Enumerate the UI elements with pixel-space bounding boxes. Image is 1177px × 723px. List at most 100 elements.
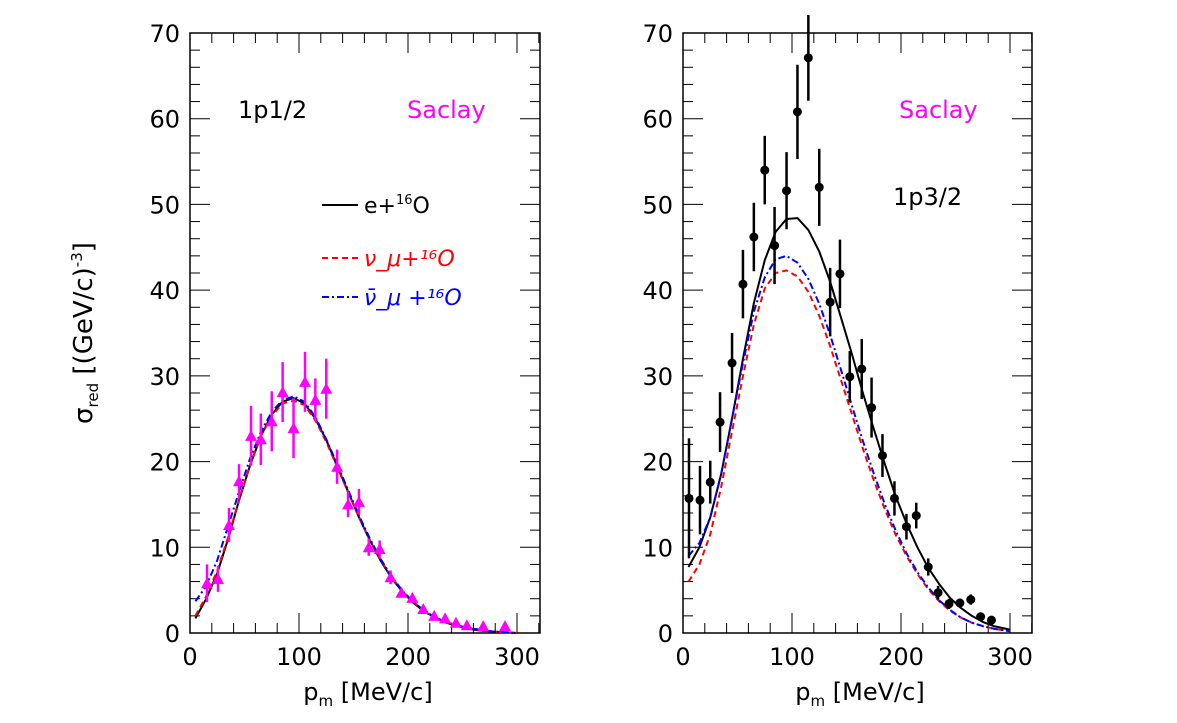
data-point-triangle	[477, 620, 490, 632]
data-point-circle	[976, 612, 986, 622]
curve-dashdot	[687, 254, 1011, 633]
data-point-circle	[857, 364, 867, 374]
y-tick-label: 30	[642, 363, 673, 391]
data-point-triangle	[499, 620, 512, 632]
data-point-circle	[803, 53, 813, 63]
data-point-triangle	[384, 571, 397, 583]
data-point-triangle	[212, 573, 225, 584]
y-tick-label: 40	[149, 277, 180, 305]
data-point-circle	[727, 358, 737, 368]
data-point-circle	[715, 417, 725, 427]
legend-label-numubar: ν̄_μ +¹⁶O	[364, 286, 462, 311]
data-point-triangle	[331, 460, 344, 472]
data-point-triangle	[342, 498, 355, 510]
legend-label-numu: ν_μ+¹⁶O	[364, 247, 455, 272]
plot-frame	[682, 32, 1033, 634]
x-tick-label: 300	[987, 643, 1033, 671]
source-label-left: Saclay	[407, 96, 486, 124]
legend: e+16O ν_μ+¹⁶O ν̄_μ +¹⁶O	[322, 193, 462, 311]
source-label-right: Saclay	[899, 96, 978, 124]
y-axis-label: σred [(GeV/c)-3]	[68, 242, 102, 424]
data-point-circle	[825, 297, 835, 307]
data-point-triangle	[428, 609, 441, 621]
data-point-triangle	[460, 619, 473, 631]
y-tick-label: 20	[642, 449, 673, 477]
data-point-circle	[738, 279, 748, 289]
data-point-circle	[877, 451, 887, 461]
panel-label-right: 1p3/2	[893, 183, 962, 211]
data-point-circle	[923, 562, 933, 572]
data-point-circle	[986, 615, 996, 625]
panel-label-left: 1p1/2	[238, 96, 307, 124]
panel-1p3-2: 0 10 20 30 40 50 60 70 0 100 200 300	[642, 15, 1033, 671]
data-point-triangle	[245, 429, 258, 441]
curve-dashed	[687, 269, 1011, 633]
data-point-circle	[845, 372, 855, 382]
x-tick-label: 100	[769, 643, 815, 671]
x-axis-label-left: pm [MeV/c]	[303, 678, 432, 710]
data-point-triangle	[373, 543, 386, 554]
curve-solid	[687, 217, 1011, 631]
data-point-triangle	[276, 386, 289, 398]
data-point-triangle	[362, 541, 375, 553]
data-point-circle	[770, 241, 780, 251]
data-point-circle	[705, 477, 715, 487]
x-tick-label: 0	[182, 643, 197, 671]
curve-solid	[194, 397, 518, 634]
data-point-circle	[966, 595, 976, 605]
panel-1p1-2: 0 10 20 30 40 50 60 70 0 100 200 300	[149, 20, 541, 671]
plot-frame	[189, 32, 541, 634]
data-point-triangle	[352, 495, 365, 507]
data-point-circle	[792, 107, 802, 117]
data-point-triangle	[395, 586, 408, 598]
x-tick-label: 200	[385, 643, 431, 671]
data-point-circle	[867, 403, 877, 413]
data-point-triangle	[320, 382, 333, 394]
data-point-circle	[944, 599, 954, 609]
data-point-circle	[911, 511, 921, 521]
y-tick-label: 30	[149, 363, 180, 391]
data-point-circle	[695, 495, 705, 505]
data-point-triangle	[223, 519, 236, 530]
y-tick-label: 50	[642, 191, 673, 219]
data-point-circle	[901, 522, 911, 532]
data-point-triangle	[233, 475, 246, 487]
y-tick-label: 70	[642, 20, 673, 48]
curve-dashdot	[194, 395, 518, 634]
data-point-triangle	[417, 603, 430, 614]
data-point-triangle	[254, 433, 267, 445]
curve-dashed	[194, 399, 518, 634]
x-tick-label: 100	[276, 643, 322, 671]
data-point-circle	[760, 165, 770, 175]
data-point-triangle	[201, 577, 214, 589]
data-point-triangle	[309, 393, 322, 405]
y-tick-label: 40	[642, 277, 673, 305]
data-point-circle	[835, 269, 845, 279]
y-tick-label: 0	[658, 620, 673, 648]
data-point-triangle	[406, 591, 419, 603]
data-point-triangle	[265, 415, 278, 427]
data-point-circle	[749, 232, 759, 242]
x-tick-label: 200	[878, 643, 924, 671]
data-point-circle	[782, 186, 792, 196]
data-point-circle	[814, 182, 824, 192]
x-axis-label-right: pm [MeV/c]	[795, 678, 924, 710]
data-point-circle	[955, 598, 965, 608]
x-tick-label: 0	[675, 643, 690, 671]
y-tick-label: 0	[165, 620, 180, 648]
data-point-circle	[684, 493, 694, 503]
data-point-circle	[889, 493, 899, 503]
data-point-circle	[933, 588, 943, 598]
y-tick-label: 20	[149, 449, 180, 477]
data-point-triangle	[298, 375, 311, 387]
y-tick-label: 70	[149, 20, 180, 48]
y-tick-label: 60	[642, 106, 673, 134]
data-point-triangle	[449, 616, 462, 628]
x-tick-label: 300	[494, 643, 540, 671]
y-tick-label: 10	[642, 534, 673, 562]
legend-label-e: e+16O	[364, 193, 430, 219]
y-tick-label: 50	[149, 191, 180, 219]
data-point-triangle	[287, 422, 300, 434]
data-point-triangle	[439, 612, 452, 624]
